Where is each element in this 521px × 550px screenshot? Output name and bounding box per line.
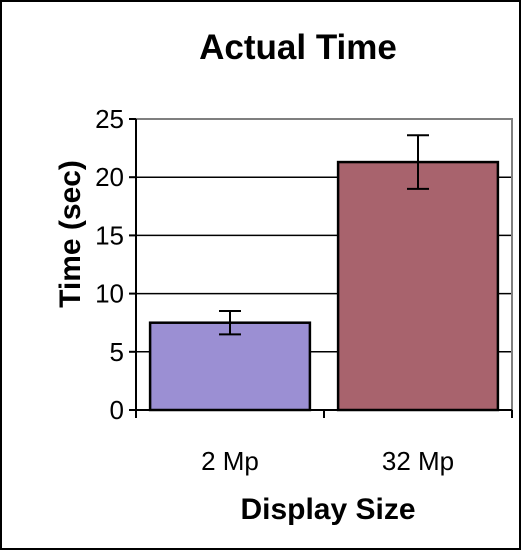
bar <box>148 321 312 412</box>
error-bars <box>219 134 429 336</box>
x-axis-ticks: 2 Mp 32 Mp <box>135 410 513 476</box>
y-tick-label: 15 <box>95 220 124 250</box>
y-axis-title: Time (sec) <box>54 160 87 308</box>
x-axis-title: Display Size <box>240 493 415 526</box>
x-tick-label: 2 Mp <box>201 446 259 476</box>
y-axis-ticks: 0 5 10 15 20 25 <box>95 104 136 425</box>
bars <box>148 160 500 412</box>
y-tick-label: 10 <box>95 279 124 309</box>
y-tick-label: 20 <box>95 162 124 192</box>
x-tick-label: 32 Mp <box>382 446 454 476</box>
chart-title: Actual Time <box>199 28 397 67</box>
y-tick-label: 0 <box>110 395 124 425</box>
y-tick-label: 25 <box>95 104 124 134</box>
bar <box>336 160 500 412</box>
y-tick-label: 5 <box>110 337 124 367</box>
